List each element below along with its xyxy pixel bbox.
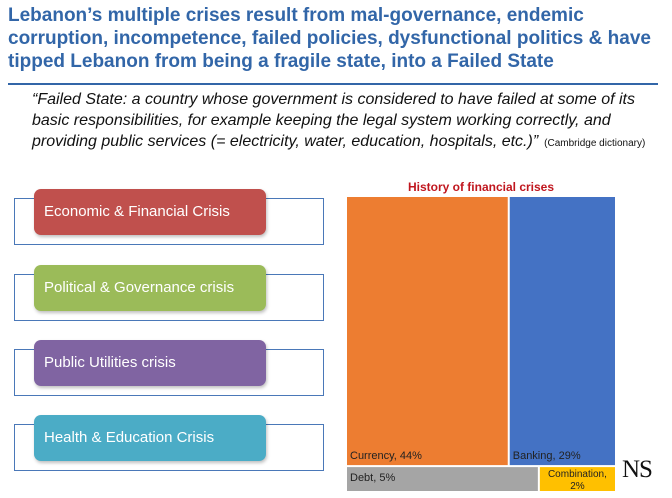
treemap-cell-currency: [347, 197, 508, 466]
bracket-line: [14, 349, 36, 350]
title-line-3: tipped Lebanon from being a fragile stat…: [8, 51, 554, 72]
quote-text: “Failed State: a country whose governmen…: [32, 91, 635, 150]
treemap-label-combination: Combination,: [548, 469, 607, 480]
treemap-label-combination: 2%: [570, 481, 585, 492]
title-divider: [8, 83, 658, 85]
bracket-line: [14, 274, 36, 275]
quote-source: (Cambridge dictionary): [544, 138, 646, 149]
page-title: Lebanon’s multiple crises result from ma…: [8, 4, 670, 73]
crisis-pill: Economic & Financial Crisis: [34, 189, 266, 235]
chart-title: History of financial crises: [407, 180, 555, 194]
treemap-label-debt: Debt, 5%: [350, 472, 395, 484]
crisis-pill: Health & Education Crisis: [34, 415, 266, 461]
bracket: [14, 198, 324, 245]
bracket-line: [262, 274, 324, 275]
treemap-cell-debt: [347, 467, 538, 491]
crisis-pill: Public Utilities crisis: [34, 340, 266, 386]
treemap-label-banking: Banking, 29%: [513, 450, 581, 462]
bracket-line: [14, 198, 36, 199]
bracket-line: [262, 424, 324, 425]
title-line-2: corruption, incompetence, failed policie…: [8, 28, 651, 49]
treemap-cell-banking: [509, 197, 615, 466]
crisis-pill: Political & Governance crisis: [34, 265, 266, 311]
bracket-line: [262, 349, 324, 350]
definition-quote: “Failed State: a country whose governmen…: [32, 89, 662, 154]
financial-crises-treemap: Currency, 44% Banking, 29% Debt, 5% Combina…: [347, 197, 615, 492]
treemap-cell-combination: [539, 467, 615, 491]
title-line-1: Lebanon’s multiple crises result from ma…: [8, 5, 584, 26]
ns-logo: NS: [622, 456, 653, 483]
treemap-label-currency: Currency, 44%: [350, 450, 422, 462]
bracket: [14, 349, 324, 396]
bracket: [14, 424, 324, 471]
bracket: [14, 274, 324, 321]
bracket-line: [14, 424, 36, 425]
bracket-line: [262, 198, 324, 199]
